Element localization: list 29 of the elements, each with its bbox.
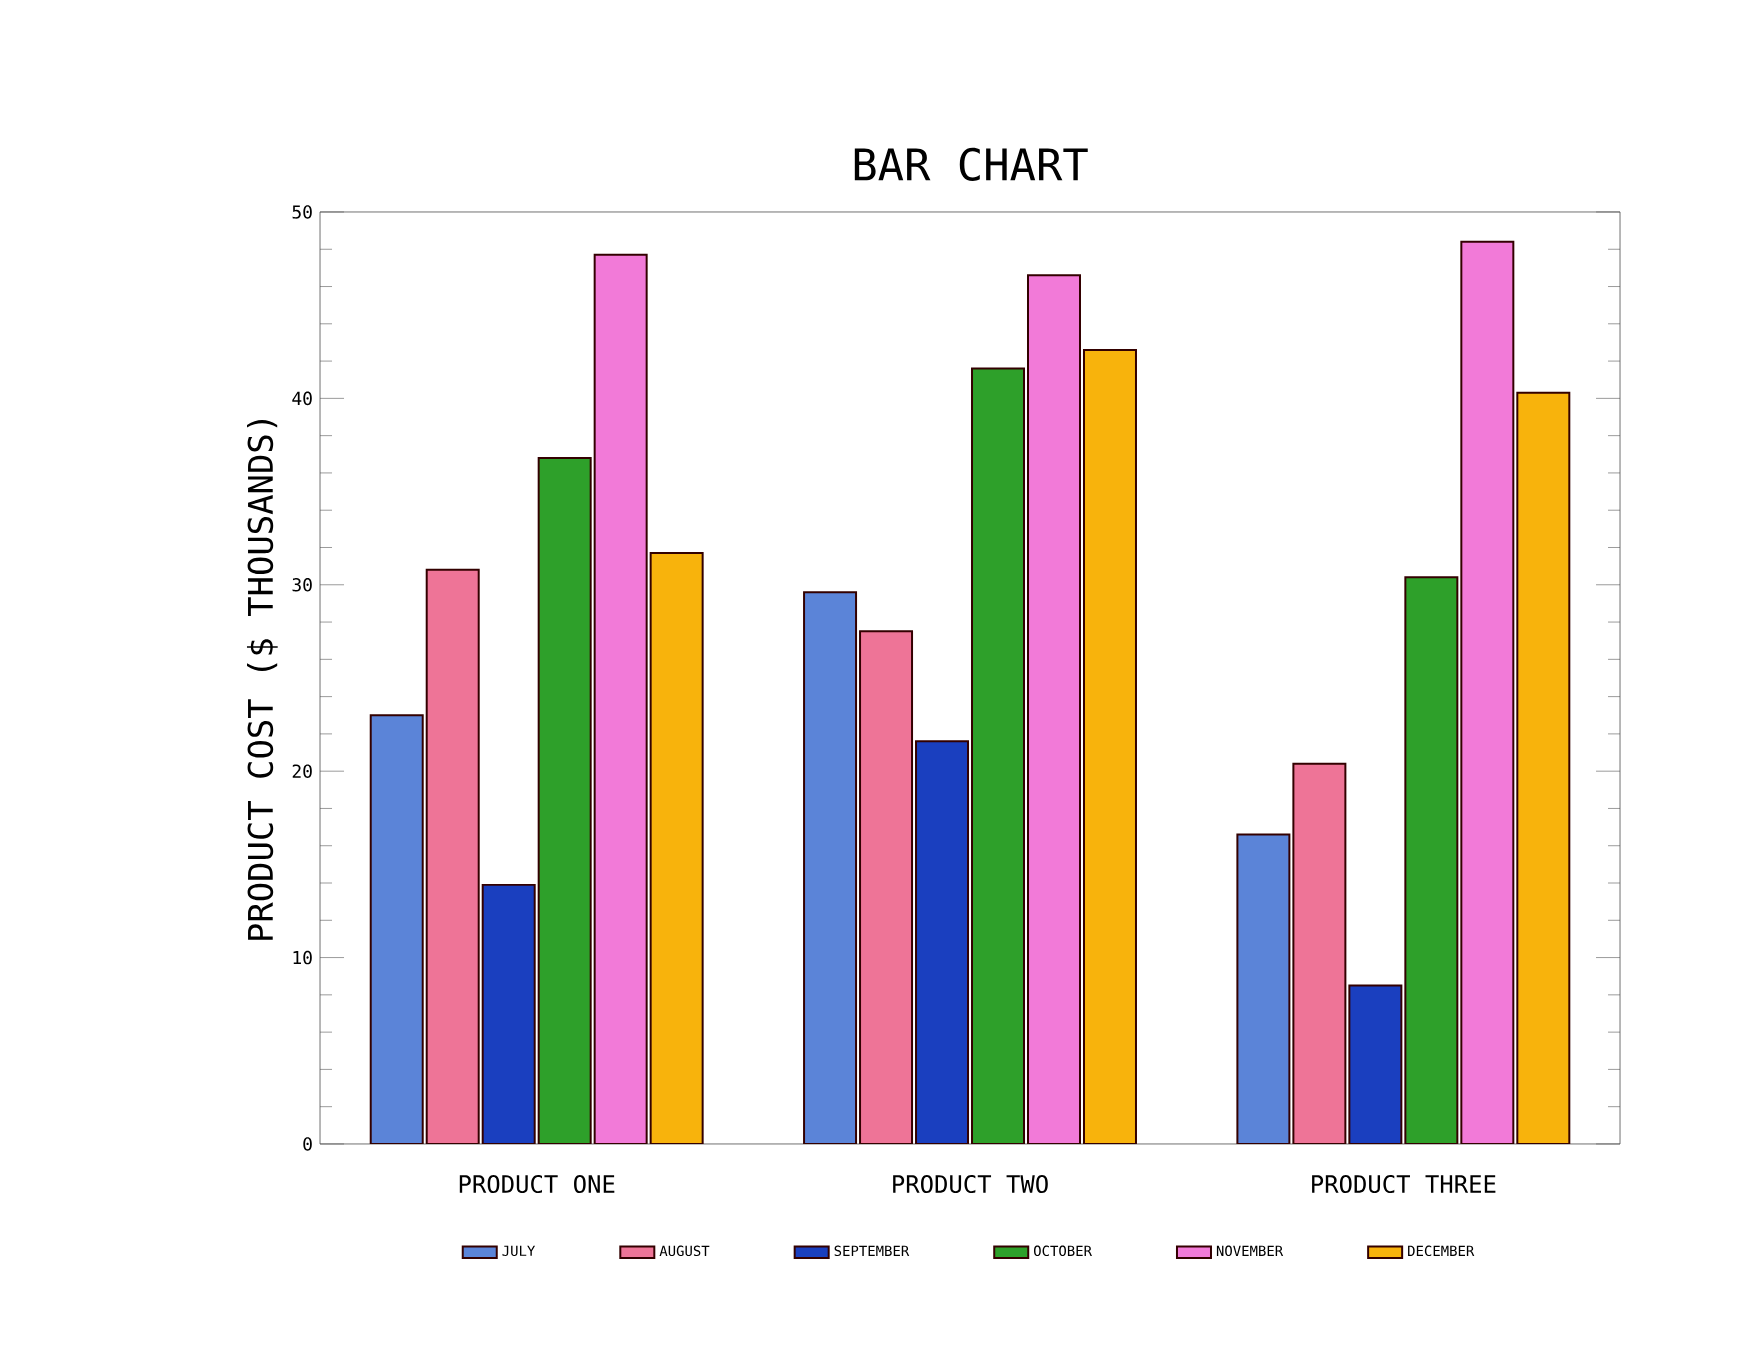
bar bbox=[1404, 576, 1459, 1144]
bar bbox=[649, 552, 704, 1144]
bar bbox=[1348, 984, 1403, 1144]
y-axis-title: PRODUCT COST ($ THOUSANDS) bbox=[246, 419, 278, 940]
bar bbox=[915, 740, 970, 1144]
chart-title: BAR CHART bbox=[854, 147, 1088, 181]
bar bbox=[1236, 833, 1291, 1144]
bar bbox=[1027, 274, 1081, 1144]
y-tick-label: 20 bbox=[292, 764, 312, 778]
y-tick-label: 40 bbox=[292, 391, 312, 406]
bar bbox=[425, 568, 480, 1144]
x-tick-label: PRODUCT TWO bbox=[893, 1175, 1048, 1194]
y-tick-label: 30 bbox=[292, 577, 312, 592]
bar bbox=[1082, 348, 1137, 1144]
x-tick-label: PRODUCT THREE bbox=[1312, 1175, 1496, 1194]
y-tick-label: 50 bbox=[292, 205, 312, 219]
y-tick-label: 10 bbox=[293, 950, 312, 965]
bar bbox=[1516, 391, 1571, 1144]
bar bbox=[481, 883, 536, 1144]
bar bbox=[537, 457, 592, 1144]
x-tick-label: PRODUCT ONE bbox=[459, 1175, 615, 1194]
bar bbox=[971, 367, 1026, 1144]
bar bbox=[803, 591, 858, 1144]
bar bbox=[593, 253, 648, 1144]
bar bbox=[1292, 762, 1347, 1144]
bar bbox=[369, 714, 424, 1144]
bar bbox=[1460, 240, 1515, 1144]
bar bbox=[859, 630, 914, 1144]
y-tick-label: 0 bbox=[303, 1137, 312, 1151]
